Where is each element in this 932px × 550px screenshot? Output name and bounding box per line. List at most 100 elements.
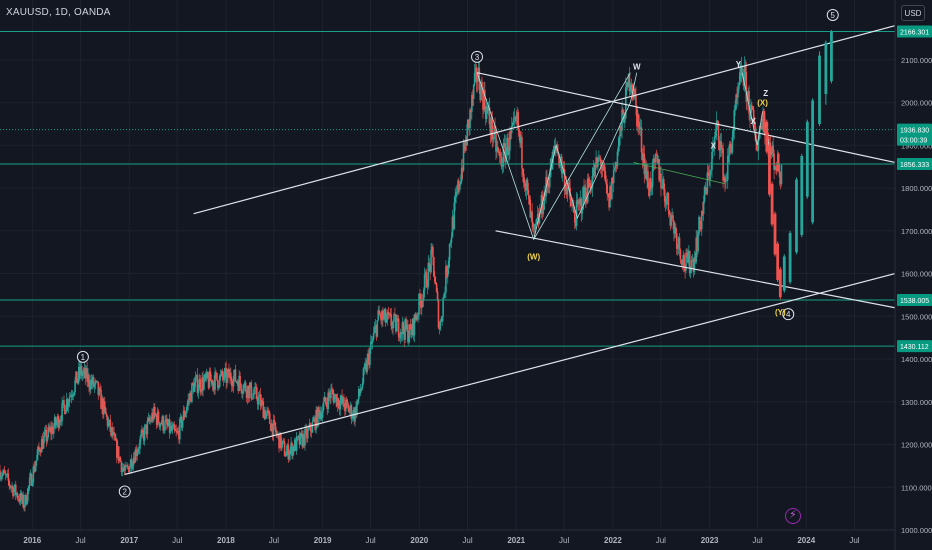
candle-body xyxy=(492,138,494,140)
candle-body xyxy=(579,198,582,200)
candle-body xyxy=(0,476,2,479)
candle-body xyxy=(459,184,461,190)
price-tick-label: 1400.000 xyxy=(901,355,932,364)
candle-body xyxy=(11,486,13,488)
candle-body xyxy=(613,168,616,171)
candle-body xyxy=(80,365,83,377)
candle-body xyxy=(64,405,66,415)
candle-body xyxy=(318,407,320,412)
candle-body xyxy=(501,166,504,168)
candle-body xyxy=(220,371,223,375)
candle-body xyxy=(361,383,364,389)
candle-body xyxy=(701,211,704,215)
candle-body xyxy=(416,315,418,320)
candle-body xyxy=(343,397,345,407)
candle-body xyxy=(123,469,126,471)
candle-body xyxy=(542,209,545,214)
candle-body xyxy=(321,410,324,419)
candle-body xyxy=(48,427,50,431)
candle-body xyxy=(245,391,248,398)
candle-body xyxy=(553,145,556,154)
candle-body xyxy=(509,131,511,151)
candle-body xyxy=(538,211,541,224)
wave-label: 1 xyxy=(81,353,86,362)
candle-body xyxy=(212,381,215,387)
horizontal-levels[interactable] xyxy=(0,31,895,347)
candle-body xyxy=(291,442,293,456)
candle-body xyxy=(433,276,436,282)
candle-body xyxy=(522,173,525,184)
candle-body xyxy=(129,459,132,467)
candle-body xyxy=(310,431,313,433)
candle-body xyxy=(599,158,602,166)
candle-body xyxy=(739,65,742,73)
candle-body xyxy=(167,419,170,427)
candle-body xyxy=(294,439,297,451)
trend-lines[interactable] xyxy=(124,25,896,476)
candle-body xyxy=(294,439,296,452)
price-axis[interactable]: 1000.000 1100.000 1200.000 1300.000 1400.000… xyxy=(894,0,932,550)
candle-body xyxy=(636,105,638,127)
candle-body xyxy=(171,426,174,431)
candle-body xyxy=(325,402,328,404)
grid-lines xyxy=(0,0,895,531)
candle-body xyxy=(205,372,208,379)
candle-body xyxy=(681,263,684,265)
candle-body xyxy=(283,442,286,456)
price-tick-label: 1500.000 xyxy=(901,312,932,321)
candle-body xyxy=(151,412,153,421)
candle-body xyxy=(744,65,747,73)
candle-body xyxy=(116,439,118,458)
candle-body xyxy=(540,195,543,213)
candle-body xyxy=(28,477,31,486)
candle-body xyxy=(407,324,409,343)
candle-body xyxy=(406,324,408,330)
candle-body xyxy=(356,402,358,416)
candle-body xyxy=(365,363,367,373)
candle-body xyxy=(13,489,15,496)
candle-body xyxy=(475,67,478,82)
candle-body xyxy=(664,201,667,205)
candle-body xyxy=(675,227,677,234)
candle-body xyxy=(488,107,491,125)
symbol-title: XAUUSD, 1D, OANDA xyxy=(6,7,111,18)
wave-label: (X) xyxy=(757,99,768,108)
candle-body xyxy=(255,386,257,388)
candle-body xyxy=(390,314,393,327)
candle-body xyxy=(679,249,682,261)
candle-body xyxy=(214,372,216,390)
candle-body xyxy=(271,423,274,437)
currency-button[interactable]: USD xyxy=(901,5,925,21)
projection-bar xyxy=(782,256,786,291)
candle-body xyxy=(648,187,650,196)
candle-body xyxy=(23,506,25,508)
candle-body xyxy=(174,429,177,431)
projection-bar xyxy=(830,31,833,82)
candle-body xyxy=(372,333,375,340)
candle-body xyxy=(660,173,662,188)
candle-body xyxy=(239,375,241,384)
projection-bar xyxy=(773,213,777,255)
candle-body xyxy=(115,439,117,441)
candle-body xyxy=(388,313,391,315)
projection-bar xyxy=(795,179,798,253)
candle-body xyxy=(568,182,571,188)
time-axis[interactable]: 2016 Jul 2017 Jul 2018 Jul 2019 Jul 2020 Jul 2021 J… xyxy=(0,529,895,545)
candle-body xyxy=(480,82,482,101)
candle-body xyxy=(452,216,455,229)
candle-body xyxy=(41,439,44,449)
candle-body xyxy=(184,413,187,417)
candle-body xyxy=(29,473,32,478)
candle-body xyxy=(91,377,94,385)
candle-body xyxy=(435,284,438,292)
candle-body xyxy=(268,413,271,424)
candle-body xyxy=(547,182,549,186)
candle-body xyxy=(40,439,43,453)
candle-body xyxy=(771,145,774,152)
candle-body xyxy=(144,424,147,427)
wave-path xyxy=(533,72,638,240)
candle-body xyxy=(658,159,660,181)
candle-body xyxy=(713,136,716,147)
candle-body xyxy=(359,390,362,394)
